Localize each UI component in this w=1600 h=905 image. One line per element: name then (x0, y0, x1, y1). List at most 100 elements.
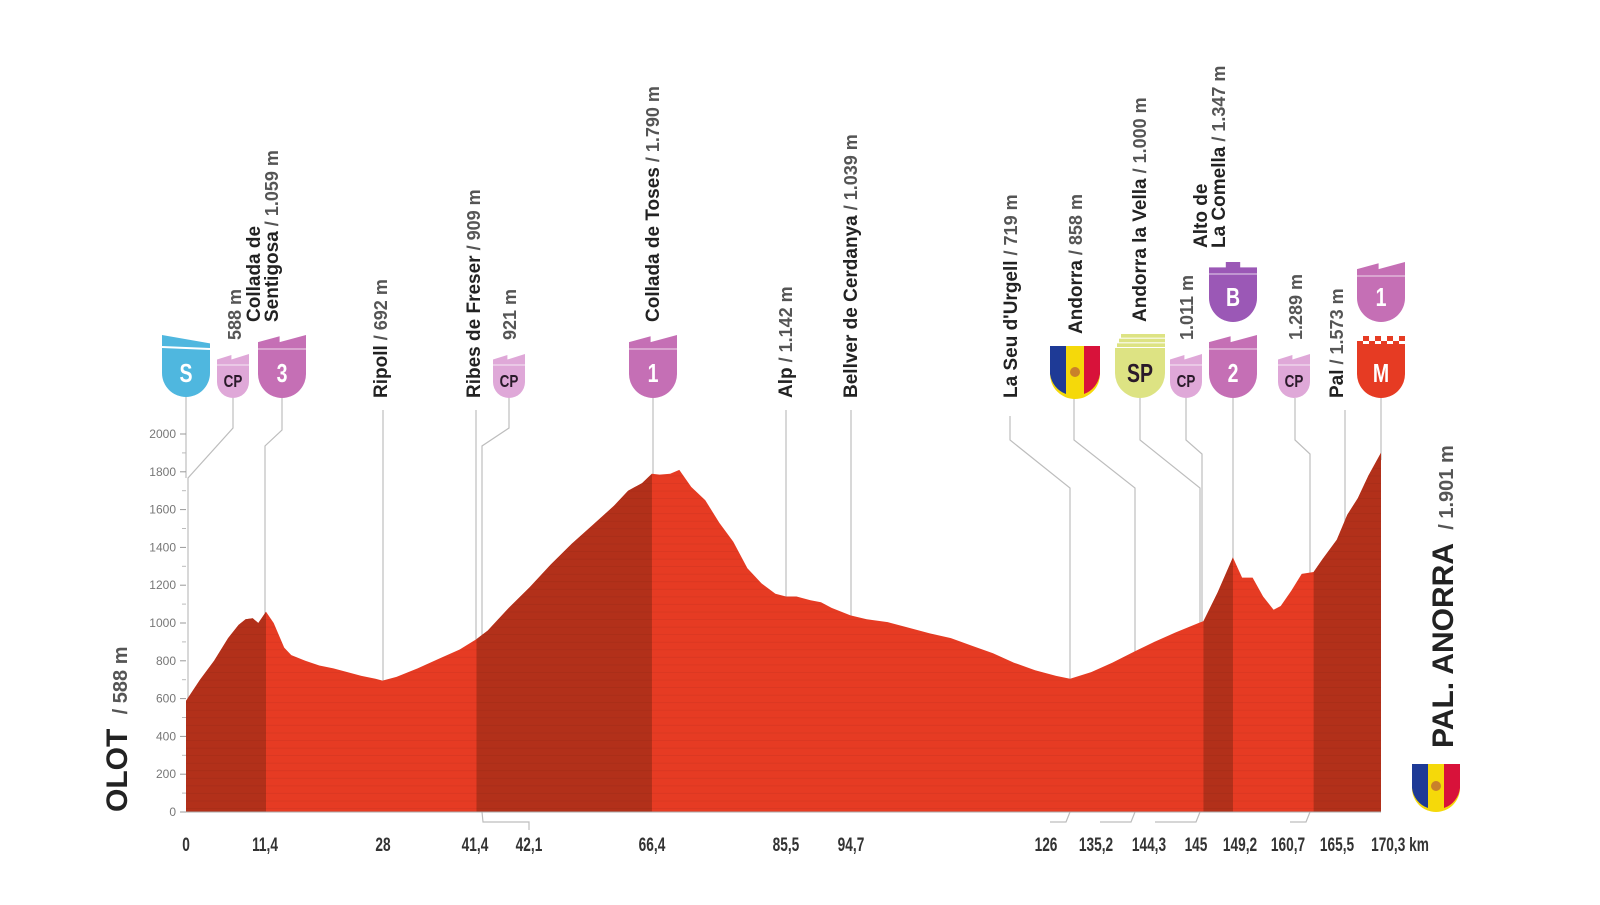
svg-text:Andorra/ 858 m: Andorra / 858 m (1066, 194, 1087, 334)
waypoint-name: Alp (776, 367, 797, 398)
start-badge-icon: S (161, 335, 211, 397)
svg-text:La Seu d'Urgell/ 719 m: La Seu d'Urgell / 719 m (1001, 194, 1022, 398)
waypoint-label: 1.011 m (1177, 275, 1197, 340)
svg-text:S: S (179, 358, 192, 387)
waypoint-name-line2: La Comella/ 1.347 m (1209, 66, 1230, 248)
category-2-climb-icon: 2 (1209, 335, 1257, 398)
category-1-summit-finish-icon: 1 (1357, 262, 1405, 322)
waypoint-name: Andorra (1066, 260, 1087, 334)
svg-text:CP: CP (1177, 372, 1196, 391)
x-tick-label: 144,3 (1132, 834, 1166, 856)
waypoint-label: Ribes de Freser / 909 m (464, 189, 485, 398)
waypoint-altitude: / 719 m (1001, 194, 1021, 255)
waypoint-altitude: 588 m (225, 289, 245, 340)
waypoint-name-line1: Alto de (1191, 184, 1212, 248)
x-axis: 0 11,4 28 41,4 42,1 66,4 85,5 94,7 126 135,2 144,3… (182, 834, 1429, 856)
x-tick-label: 126 (1035, 834, 1058, 856)
svg-text:Ripoll/ 692 m: Ripoll / 692 m (371, 279, 392, 398)
x-tick-label: 165,5 (1320, 834, 1354, 856)
leader-line (1009, 416, 1071, 823)
y-tick-label: 1000 (149, 616, 176, 630)
svg-text:3: 3 (277, 358, 288, 387)
waypoint-label: Ripoll / 692 m (371, 279, 392, 398)
waypoint-label: Alp / 1.142 m (776, 286, 797, 398)
x-tick-label: 135,2 (1079, 834, 1113, 856)
start-name: OLOT (101, 729, 134, 812)
checkpoint-badge-icon: CP (1278, 354, 1310, 398)
waypoint-altitude: / 1.573 m (1327, 288, 1347, 364)
finish-name: PAL. ANORRA (1427, 544, 1460, 748)
intermediate-sprint-icon: SP (1115, 334, 1165, 398)
waypoint-altitude: / 1.142 m (776, 286, 796, 362)
x-tick-label: 0 (182, 834, 190, 856)
waypoint-name: Ribes de Freser (464, 255, 485, 398)
andorra-flag-icon (1412, 764, 1460, 812)
y-tick-label: 2000 (149, 427, 176, 441)
waypoint-label: Collada de Toses / 1.790 m (643, 86, 664, 322)
waypoint-name: La Seu d'Urgell (1001, 260, 1022, 398)
svg-text:M: M (1373, 358, 1389, 387)
svg-text:Ribes de Freser/ 909 m: Ribes de Freser / 909 m (464, 189, 485, 398)
waypoint-altitude: / 1.039 m (841, 134, 861, 210)
svg-text:CP: CP (500, 372, 519, 391)
checkpoint-badge-icon: CP (1170, 354, 1202, 398)
svg-text:Andorra la Vella/ 1.000 m: Andorra la Vella / 1.000 m (1130, 97, 1151, 322)
andorra-border-flag-icon (1050, 346, 1100, 399)
waypoint-altitude: / 692 m (371, 279, 391, 340)
svg-text:Bellver de Cerdanya/ 1.039 m: Bellver de Cerdanya / 1.039 m (841, 134, 862, 398)
waypoint-name: Pal (1327, 369, 1348, 398)
leader-line (187, 398, 234, 812)
waypoint-name: Collada de Toses (643, 167, 664, 322)
waypoint-label: Andorra / 858 m (1066, 194, 1087, 334)
svg-text:Alp/ 1.142 m: Alp / 1.142 m (776, 286, 797, 398)
category-1-climb-icon: 1 (629, 335, 677, 398)
x-tick-label: 11,4 (252, 834, 279, 856)
svg-text:1: 1 (648, 358, 659, 387)
waypoint-label: 1.289 m (1286, 274, 1306, 340)
y-axis: 0 200 400 600 800 1000 1200 1400 1600 1800 2000 (149, 427, 186, 819)
waypoint-label: Andorra la Vella / 1.000 m (1130, 97, 1151, 322)
y-tick-label: 200 (156, 767, 176, 781)
checkpoint-badge-icon: CP (217, 354, 249, 398)
y-tick-label: 1600 (149, 503, 176, 517)
y-tick-label: 800 (156, 654, 176, 668)
x-tick-label: 170,3 km (1371, 834, 1429, 856)
x-tick-label: 160,7 (1271, 834, 1305, 856)
x-tick-label: 94,7 (838, 834, 865, 856)
waypoint-altitude: / 1.000 m (1130, 97, 1150, 173)
svg-text:2: 2 (1228, 358, 1239, 387)
y-tick-label: 1400 (149, 540, 176, 554)
waypoint-name-line2: Sentigosa/ 1.059 m (262, 150, 283, 322)
waypoint-label: La Seu d'Urgell / 719 m (1001, 194, 1022, 398)
svg-text:Collada de Toses/ 1.790 m: Collada de Toses / 1.790 m (643, 86, 664, 322)
waypoint-altitude: / 858 m (1066, 194, 1086, 255)
waypoint-name: Bellver de Cerdanya (841, 215, 862, 398)
svg-text:PAL. ANORRA / 1.901 m: PAL. ANORRA / 1.901 m (1427, 445, 1460, 748)
start-label: OLOT / 588 m (101, 647, 134, 813)
waypoint-name: Ripoll (371, 345, 392, 398)
bonus-sprint-b-icon: B (1209, 262, 1257, 322)
x-tick-label: 85,5 (773, 834, 800, 856)
waypoint-altitude: / 909 m (464, 189, 484, 250)
svg-text:1.289 m: 1.289 m (1286, 274, 1306, 340)
leader-line (1073, 398, 1136, 823)
category-3-climb-icon: 3 (258, 335, 306, 398)
x-tick-label: 149,2 (1223, 834, 1257, 856)
svg-text:1: 1 (1376, 282, 1387, 311)
svg-text:CP: CP (224, 372, 243, 391)
svg-text:SP: SP (1127, 358, 1153, 387)
finish-altitude: / 1.901 m (1436, 445, 1458, 530)
x-tick-label: 28 (375, 834, 390, 856)
svg-text:1.011 m: 1.011 m (1177, 275, 1197, 340)
y-tick-label: 0 (169, 805, 176, 819)
finish-meta-icon: M (1357, 336, 1405, 398)
checkpoint-badge-icon: CP (493, 354, 525, 398)
waypoint-label: Pal / 1.573 m (1327, 288, 1348, 398)
waypoint-label: 588 m (225, 289, 245, 340)
y-tick-label: 1200 (149, 578, 176, 592)
